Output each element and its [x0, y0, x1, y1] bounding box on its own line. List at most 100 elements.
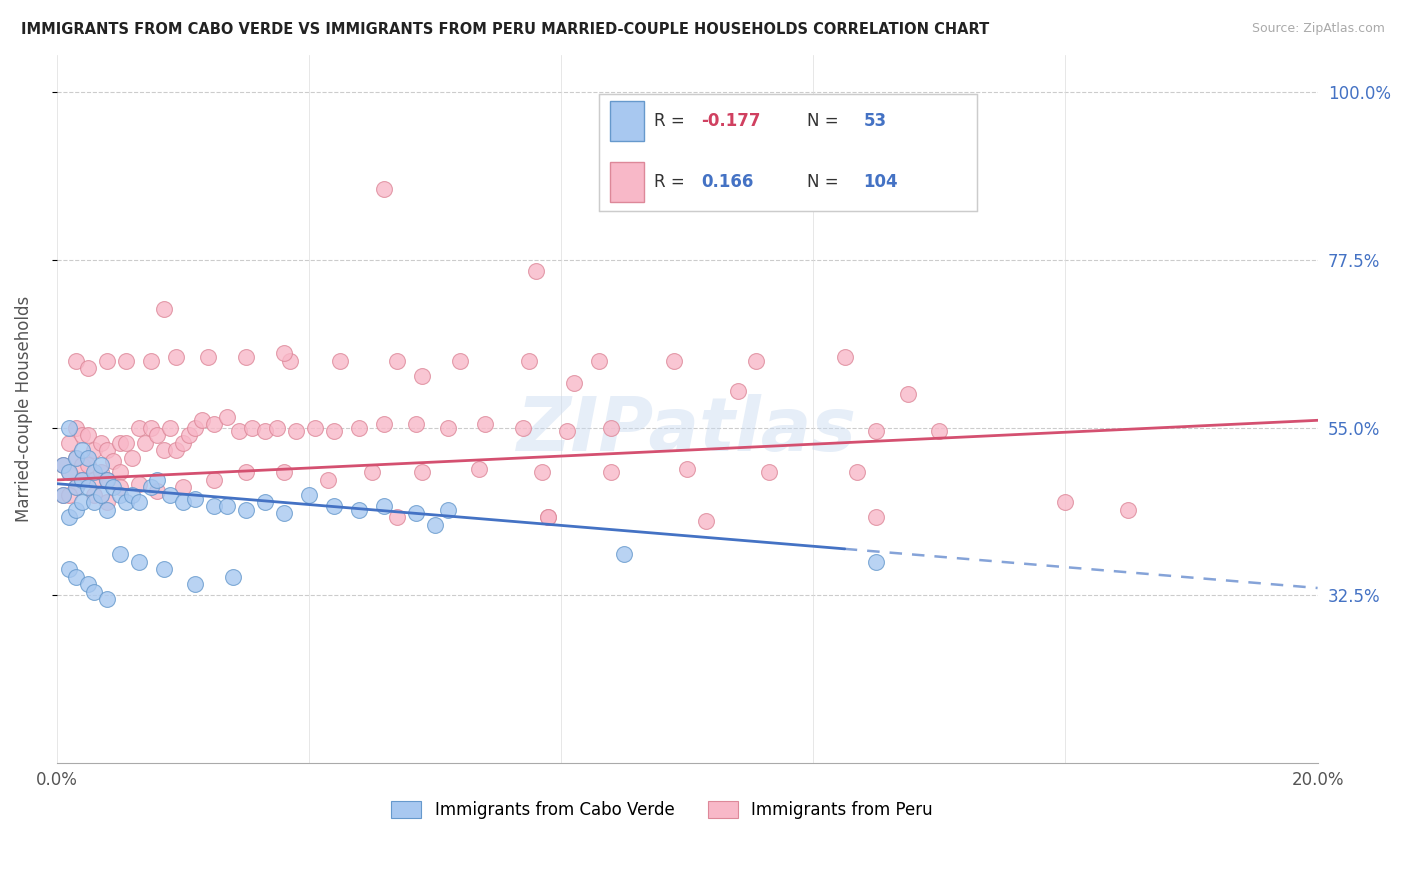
Point — [77, 361, 100, 376]
Point — [152, 301, 174, 316]
Point — [115, 435, 138, 450]
Point — [537, 510, 560, 524]
Point — [695, 514, 717, 528]
Point — [141, 421, 163, 435]
Point — [676, 462, 699, 476]
Point — [103, 454, 125, 468]
Point — [235, 466, 257, 480]
Point — [58, 421, 80, 435]
Point — [146, 428, 169, 442]
Point — [273, 507, 295, 521]
Point — [1118, 502, 1140, 516]
Point — [65, 353, 87, 368]
Point — [235, 502, 257, 516]
Point — [128, 555, 150, 569]
Point — [600, 466, 623, 480]
Point — [115, 495, 138, 509]
Point — [96, 495, 118, 509]
Point — [613, 548, 636, 562]
Point — [70, 458, 93, 472]
Text: IMMIGRANTS FROM CABO VERDE VS IMMIGRANTS FROM PERU MARRIED-COUPLE HOUSEHOLDS COR: IMMIGRANTS FROM CABO VERDE VS IMMIGRANTS… — [21, 22, 990, 37]
Point — [128, 476, 150, 491]
Point — [65, 421, 87, 435]
Point — [58, 435, 80, 450]
Point — [141, 480, 163, 494]
Point — [228, 425, 250, 439]
Point — [197, 350, 219, 364]
Point — [385, 510, 408, 524]
Point — [96, 592, 118, 607]
Point — [373, 182, 395, 196]
Point — [58, 466, 80, 480]
Point — [172, 480, 194, 494]
Point — [865, 555, 887, 569]
Point — [329, 353, 352, 368]
Point — [240, 421, 263, 435]
Point — [600, 421, 623, 435]
Point — [159, 488, 181, 502]
Point — [83, 466, 105, 480]
Point — [70, 495, 93, 509]
Point — [96, 443, 118, 458]
Point — [436, 502, 458, 516]
Point — [273, 346, 295, 360]
Point — [65, 480, 87, 494]
Point — [134, 435, 156, 450]
Point — [184, 421, 207, 435]
Point — [96, 473, 118, 487]
Point — [152, 562, 174, 576]
Point — [758, 466, 780, 480]
Point — [727, 384, 749, 398]
Point — [253, 495, 276, 509]
Point — [115, 353, 138, 368]
Point — [519, 353, 541, 368]
Point — [83, 495, 105, 509]
Point — [285, 425, 308, 439]
Point — [172, 435, 194, 450]
Point — [108, 480, 131, 494]
Legend: Immigrants from Cabo Verde, Immigrants from Peru: Immigrants from Cabo Verde, Immigrants f… — [384, 794, 939, 826]
Point — [474, 417, 496, 431]
Point — [360, 466, 382, 480]
Point — [96, 473, 118, 487]
Point — [512, 421, 534, 435]
Point — [77, 577, 100, 591]
Point — [77, 428, 100, 442]
Point — [83, 443, 105, 458]
Point — [555, 425, 578, 439]
Point — [222, 570, 245, 584]
Point — [373, 499, 395, 513]
Point — [58, 488, 80, 502]
Text: ZIPatlas: ZIPatlas — [517, 394, 858, 467]
Point — [165, 443, 187, 458]
Point — [108, 466, 131, 480]
Point — [202, 417, 225, 431]
Point — [128, 495, 150, 509]
Point — [865, 425, 887, 439]
Point — [103, 480, 125, 494]
Point — [121, 450, 143, 465]
Point — [323, 425, 346, 439]
Point — [1054, 495, 1077, 509]
Point — [90, 466, 112, 480]
Point — [253, 425, 276, 439]
Point — [405, 417, 427, 431]
Point — [77, 450, 100, 465]
Point — [349, 502, 371, 516]
Point — [897, 387, 920, 401]
Point — [846, 466, 869, 480]
Point — [468, 462, 491, 476]
Point — [928, 425, 950, 439]
Point — [141, 353, 163, 368]
Point — [65, 502, 87, 516]
Point — [184, 491, 207, 506]
Point — [202, 473, 225, 487]
Text: Source: ZipAtlas.com: Source: ZipAtlas.com — [1251, 22, 1385, 36]
Point — [215, 409, 238, 424]
Point — [70, 443, 93, 458]
Point — [298, 488, 321, 502]
Point — [96, 502, 118, 516]
Point — [436, 421, 458, 435]
Point — [146, 484, 169, 499]
Point — [108, 435, 131, 450]
